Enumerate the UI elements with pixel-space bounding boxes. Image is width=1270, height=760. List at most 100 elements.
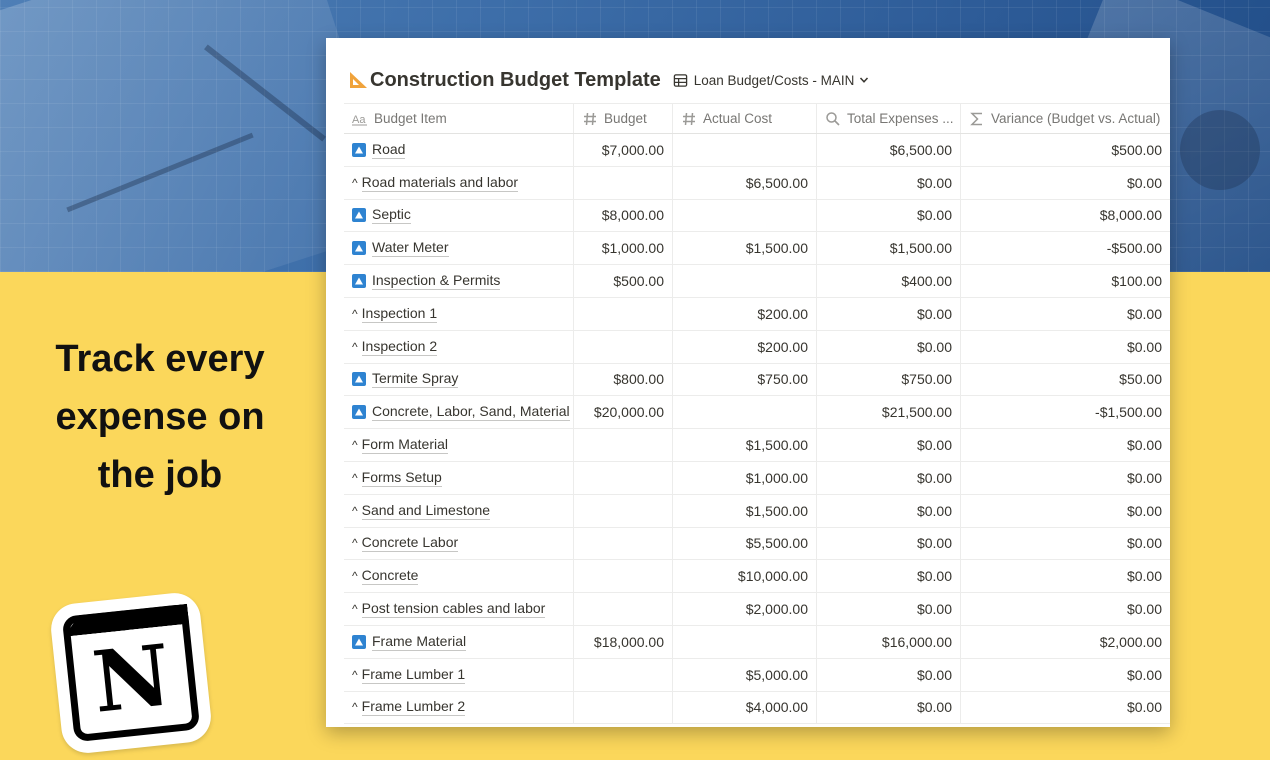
table-row[interactable]: ^ Post tension cables and labor $2,000.00 $… — [344, 593, 1170, 626]
cell-variance[interactable]: $8,000.00 — [1099, 207, 1162, 224]
cell-actual-cost[interactable] — [673, 199, 817, 232]
cell-variance[interactable]: $2,000.00 — [1099, 633, 1162, 650]
cell-total-expenses[interactable]: $16,000.00 — [817, 625, 961, 658]
cell-total-expenses[interactable]: $1,500.00 — [817, 232, 961, 265]
cell-variance[interactable]: $0.00 — [1126, 568, 1162, 585]
cell-budget[interactable]: $7,000.00 — [574, 134, 673, 166]
table-row[interactable]: ^ Form Material $1,500.00 $0.00 $0.00 — [344, 429, 1170, 462]
cell-budget-item[interactable]: ^ Form Material — [344, 429, 574, 461]
cell-budget[interactable] — [574, 330, 673, 363]
cell-budget-item[interactable]: ^ Forms Setup — [344, 461, 574, 494]
cell-total-expenses[interactable]: $0.00 — [817, 330, 961, 363]
item-name-link[interactable]: Termite Spray — [372, 370, 459, 389]
cell-total-expenses[interactable]: $750.00 — [817, 363, 961, 396]
cell-budget[interactable] — [574, 429, 673, 461]
table-row[interactable]: Concrete, Labor, Sand, Material $20,000.0… — [344, 396, 1170, 430]
cell-actual-cost[interactable]: $5,500.00 — [673, 527, 817, 560]
cell-actual-cost[interactable]: $2,000.00 — [673, 593, 817, 625]
cell-actual-cost[interactable]: $1,500.00 — [673, 232, 817, 265]
table-row[interactable]: Termite Spray $800.00 $750.00 $750.00 $50.00 — [344, 363, 1170, 397]
table-row[interactable]: Water Meter $1,000.00 $1,500.00 $1,500.00 -$… — [344, 232, 1170, 266]
cell-variance[interactable]: $0.00 — [1126, 535, 1162, 552]
cell-actual-cost[interactable]: $4,000.00 — [673, 691, 817, 724]
cell-total-expenses[interactable]: $0.00 — [817, 560, 961, 593]
cell-budget-item[interactable]: Termite Spray — [344, 363, 574, 396]
cell-actual-cost[interactable]: $1,000.00 — [673, 461, 817, 494]
cell-total-expenses[interactable]: $400.00 — [817, 265, 961, 297]
item-name-link[interactable]: Septic — [372, 206, 411, 225]
cell-budget-item[interactable]: Concrete, Labor, Sand, Material — [344, 396, 574, 429]
cell-actual-cost[interactable] — [673, 625, 817, 658]
cell-actual-cost[interactable]: $200.00 — [673, 297, 817, 330]
cell-actual-cost[interactable]: $10,000.00 — [673, 560, 817, 593]
cell-budget-item[interactable]: Water Meter — [344, 232, 574, 265]
cell-budget-item[interactable]: ^ Sand and Limestone — [344, 494, 574, 527]
item-name-link[interactable]: Inspection 1 — [361, 304, 438, 323]
cell-variance[interactable]: $0.00 — [1126, 666, 1162, 683]
cell-total-expenses[interactable]: $0.00 — [817, 297, 961, 330]
cell-total-expenses[interactable]: $0.00 — [817, 593, 961, 625]
cell-variance[interactable]: -$500.00 — [1106, 240, 1162, 257]
table-row[interactable]: ^ Road materials and labor $6,500.00 $0.00 $… — [344, 166, 1170, 200]
cell-budget-item[interactable]: Septic — [344, 199, 574, 232]
item-name-link[interactable]: Post tension cables and labor — [361, 600, 546, 619]
item-name-link[interactable]: Forms Setup — [361, 468, 442, 487]
cell-budget-item[interactable]: Road — [344, 134, 574, 166]
table-row[interactable]: ^ Sand and Limestone $1,500.00 $0.00 $0.00 — [344, 494, 1170, 528]
table-row[interactable]: ^ Frame Lumber 2 $4,000.00 $0.00 $0.00 — [344, 691, 1170, 725]
cell-budget[interactable] — [574, 593, 673, 625]
cell-budget-item[interactable]: ^ Inspection 1 — [344, 297, 574, 330]
table-row[interactable]: ^ Concrete Labor $5,500.00 $0.00 $0.00 — [344, 527, 1170, 561]
column-header-budget[interactable]: Budget — [574, 104, 673, 133]
cell-actual-cost[interactable]: $1,500.00 — [673, 429, 817, 461]
cell-budget[interactable]: $1,000.00 — [574, 232, 673, 265]
item-name-link[interactable]: Sand and Limestone — [361, 501, 491, 520]
cell-variance[interactable]: $100.00 — [1111, 273, 1162, 290]
cell-total-expenses[interactable]: $0.00 — [817, 691, 961, 724]
item-name-link[interactable]: Inspection & Permits — [372, 272, 501, 291]
cell-budget-item[interactable]: ^ Concrete Labor — [344, 527, 574, 560]
cell-total-expenses[interactable]: $6,500.00 — [817, 134, 961, 166]
cell-budget-item[interactable]: ^ Road materials and labor — [344, 166, 574, 199]
cell-budget-item[interactable]: ^ Post tension cables and labor — [344, 593, 574, 625]
cell-variance[interactable]: $0.00 — [1126, 699, 1162, 716]
cell-variance[interactable]: $0.00 — [1126, 601, 1162, 618]
cell-budget[interactable]: $8,000.00 — [574, 199, 673, 232]
column-header-actual-cost[interactable]: Actual Cost — [673, 104, 817, 133]
cell-variance[interactable]: $0.00 — [1126, 338, 1162, 355]
table-row[interactable]: Road $7,000.00 $6,500.00 $500.00 — [344, 134, 1170, 167]
table-row[interactable]: ^ Inspection 1 $200.00 $0.00 $0.00 — [344, 297, 1170, 331]
cell-budget-item[interactable]: ^ Frame Lumber 2 — [344, 691, 574, 724]
cell-actual-cost[interactable]: $200.00 — [673, 330, 817, 363]
cell-actual-cost[interactable] — [673, 396, 817, 429]
cell-budget[interactable] — [574, 297, 673, 330]
cell-budget[interactable] — [574, 691, 673, 724]
cell-budget-item[interactable]: ^ Frame Lumber 1 — [344, 658, 574, 691]
cell-actual-cost[interactable] — [673, 265, 817, 297]
item-name-link[interactable]: Frame Lumber 2 — [361, 698, 466, 717]
cell-total-expenses[interactable]: $21,500.00 — [817, 396, 961, 429]
cell-budget-item[interactable]: ^ Concrete — [344, 560, 574, 593]
cell-variance[interactable]: $500.00 — [1111, 141, 1162, 158]
cell-variance[interactable]: $0.00 — [1126, 305, 1162, 322]
column-header-total-expenses[interactable]: Total Expenses ... — [817, 104, 961, 133]
cell-variance[interactable]: $0.00 — [1126, 502, 1162, 519]
table-row[interactable]: ^ Frame Lumber 1 $5,000.00 $0.00 $0.00 — [344, 658, 1170, 692]
item-name-link[interactable]: Inspection 2 — [361, 337, 438, 356]
cell-total-expenses[interactable]: $0.00 — [817, 429, 961, 461]
column-header-variance[interactable]: Variance (Budget vs. Actual) — [961, 104, 1170, 133]
cell-total-expenses[interactable]: $0.00 — [817, 658, 961, 691]
cell-budget[interactable]: $18,000.00 — [574, 625, 673, 658]
cell-total-expenses[interactable]: $0.00 — [817, 527, 961, 560]
cell-total-expenses[interactable]: $0.00 — [817, 199, 961, 232]
item-name-link[interactable]: Concrete — [361, 567, 419, 586]
column-header-budget-item[interactable]: Aa Budget Item — [344, 104, 574, 133]
item-name-link[interactable]: Road — [372, 140, 406, 159]
table-row[interactable]: ^ Inspection 2 $200.00 $0.00 $0.00 — [344, 330, 1170, 364]
item-name-link[interactable]: Concrete Labor — [361, 534, 459, 553]
cell-budget[interactable] — [574, 494, 673, 527]
table-row[interactable]: ^ Forms Setup $1,000.00 $0.00 $0.00 — [344, 461, 1170, 495]
table-row[interactable]: Inspection & Permits $500.00 $400.00 $100.0… — [344, 265, 1170, 298]
cell-budget[interactable] — [574, 461, 673, 494]
table-row[interactable]: ^ Concrete $10,000.00 $0.00 $0.00 — [344, 560, 1170, 594]
